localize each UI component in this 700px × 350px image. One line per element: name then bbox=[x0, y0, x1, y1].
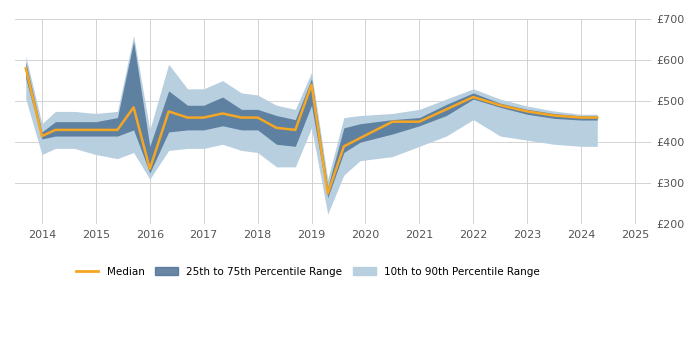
Legend: Median, 25th to 75th Percentile Range, 10th to 90th Percentile Range: Median, 25th to 75th Percentile Range, 1… bbox=[71, 262, 544, 281]
